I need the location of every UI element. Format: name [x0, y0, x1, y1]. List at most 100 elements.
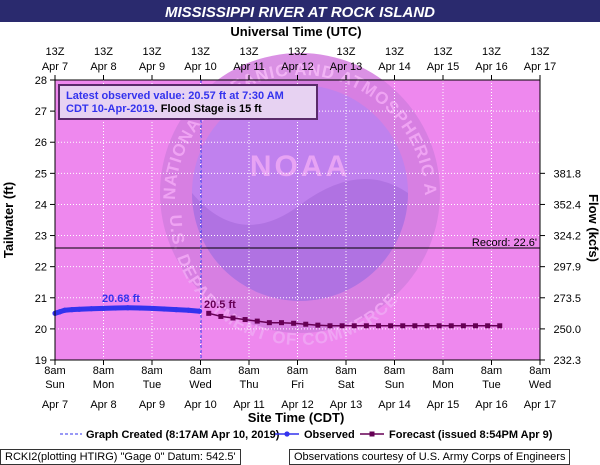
- forecast-point: [460, 323, 466, 329]
- bottom-tick-time: 8am: [238, 365, 259, 377]
- forecast-point: [266, 320, 272, 326]
- top-tick-date: Apr 13: [330, 61, 362, 73]
- observed-point: [196, 308, 203, 314]
- top-tick-label: 13Z: [434, 46, 453, 58]
- top-tick-date: Apr 10: [184, 61, 216, 73]
- bottom-tick-time: 8am: [141, 365, 162, 377]
- top-tick-label: 13Z: [240, 46, 259, 58]
- forecast-point: [363, 323, 369, 329]
- latest-value-box: Latest observed value: 20.57 ft at 7:30 …: [58, 84, 318, 120]
- forecast-point: [230, 315, 236, 321]
- bottom-tick-date: Apr 7: [42, 399, 68, 411]
- title-bar: [0, 0, 600, 22]
- observed-point: [69, 307, 75, 313]
- bottom-tick-time: 8am: [432, 365, 453, 377]
- observed-point: [149, 305, 155, 311]
- top-tick-label: 13Z: [46, 46, 65, 58]
- forecast-point: [254, 318, 260, 324]
- bottom-tick-date: Apr 11: [233, 399, 265, 411]
- top-axis-title: Universal Time (UTC): [230, 24, 361, 39]
- forecast-point: [327, 323, 333, 329]
- bottom-tick-time: 8am: [529, 365, 550, 377]
- bottom-tick-date: Apr 14: [378, 399, 410, 411]
- top-tick-date: Apr 15: [427, 61, 459, 73]
- left-tick-label: 28: [35, 75, 47, 87]
- observed-point: [62, 307, 68, 313]
- top-tick-label: 13Z: [385, 46, 404, 58]
- bottom-tick-time: 8am: [44, 365, 65, 377]
- top-tick-label: 13Z: [337, 46, 356, 58]
- observed-point: [173, 307, 179, 313]
- latest-value-date: CDT 10-Apr-2019: [66, 103, 155, 115]
- observed-point: [137, 305, 143, 311]
- forecast-point: [375, 323, 381, 329]
- forecast-point: [412, 323, 418, 329]
- top-tick-label: 13Z: [531, 46, 550, 58]
- forecast-point: [400, 323, 406, 329]
- right-tick-label: 352.4: [553, 199, 581, 211]
- bottom-tick-time: 8am: [93, 365, 114, 377]
- bottom-tick-day: Fri: [291, 379, 304, 391]
- legend-observed-marker: [284, 431, 290, 437]
- bottom-tick-date: Apr 17: [524, 399, 556, 411]
- top-tick-date: Apr 16: [475, 61, 507, 73]
- bottom-tick-day: Mon: [93, 379, 114, 391]
- left-tick-label: 21: [35, 293, 47, 305]
- forecast-point: [339, 323, 345, 329]
- legend-forecast-marker: [369, 431, 375, 437]
- latest-value-frame: [58, 84, 318, 120]
- top-axis-ticks: 13Z Apr 7 13Z Apr 8 13Z Apr 9 13Z Apr 10 13Z Apr …: [42, 46, 556, 80]
- left-tick-label: 20: [35, 324, 47, 336]
- top-tick-date: Apr 11: [233, 61, 265, 73]
- forecast-point: [448, 323, 454, 329]
- latest-value-separator: .: [155, 103, 158, 115]
- bottom-tick-time: 8am: [481, 365, 502, 377]
- right-tick-label: 250.0: [553, 324, 581, 336]
- left-tick-label: 22: [35, 262, 47, 274]
- observed-series: [52, 305, 203, 316]
- footer-courtesy: Observations courtesy of U.S. Army Corps…: [289, 449, 571, 465]
- record-label: Record: 22.6': [472, 237, 537, 249]
- left-axis-ticks: 19 20 21 22 23 24 25 26 27 28: [35, 75, 55, 367]
- footer-datum: RCKI2(plotting HTIRG) "Gage 0" Datum: 54…: [0, 449, 241, 465]
- legend-observed-label: Observed: [304, 429, 355, 441]
- left-tick-label: 27: [35, 106, 47, 118]
- bottom-tick-date: Apr 8: [90, 399, 116, 411]
- forecast-point: [315, 322, 321, 328]
- bottom-tick-date: Apr 15: [427, 399, 459, 411]
- top-tick-label: 13Z: [191, 46, 210, 58]
- right-tick-label: 324.2: [553, 231, 581, 243]
- right-tick-label: 381.8: [553, 168, 581, 180]
- forecast-start-label: 20.5 ft: [204, 299, 236, 311]
- top-tick-label: 13Z: [482, 46, 501, 58]
- top-tick-date: Apr 12: [281, 61, 313, 73]
- watermark-wave: [192, 179, 408, 301]
- forecast-point: [485, 323, 491, 329]
- observed-point: [185, 307, 191, 313]
- bottom-axis-title: Site Time (CDT): [248, 410, 345, 425]
- bottom-tick-time: 8am: [384, 365, 405, 377]
- forecast-point: [424, 323, 430, 329]
- right-axis-ticks: 232.3 250.0 273.5 297.9 324.2 352.4 381.8: [540, 168, 581, 367]
- observed-point: [88, 306, 94, 312]
- legend-forecast-label: Forecast (issued 8:54PM Apr 9): [389, 429, 553, 441]
- bottom-tick-day: Tue: [482, 379, 501, 391]
- top-tick-date: Apr 14: [378, 61, 410, 73]
- bottom-tick-date: Apr 10: [184, 399, 216, 411]
- bottom-tick-time: 8am: [287, 365, 308, 377]
- left-tick-label: 19: [35, 355, 47, 367]
- forecast-point: [351, 323, 357, 329]
- watermark-noaa: NOAA: [250, 150, 350, 183]
- bottom-tick-date: Apr 9: [139, 399, 165, 411]
- bottom-tick-time: 8am: [335, 365, 356, 377]
- observed-point: [76, 306, 82, 312]
- right-axis-title: Flow (kcfs): [586, 194, 600, 262]
- forecast-point: [242, 317, 248, 323]
- top-tick-date: Apr 9: [139, 61, 165, 73]
- forecast-point: [497, 323, 503, 329]
- bottom-tick-day: Thu: [240, 379, 259, 391]
- bottom-tick-day: Mon: [432, 379, 453, 391]
- right-tick-label: 297.9: [553, 262, 581, 274]
